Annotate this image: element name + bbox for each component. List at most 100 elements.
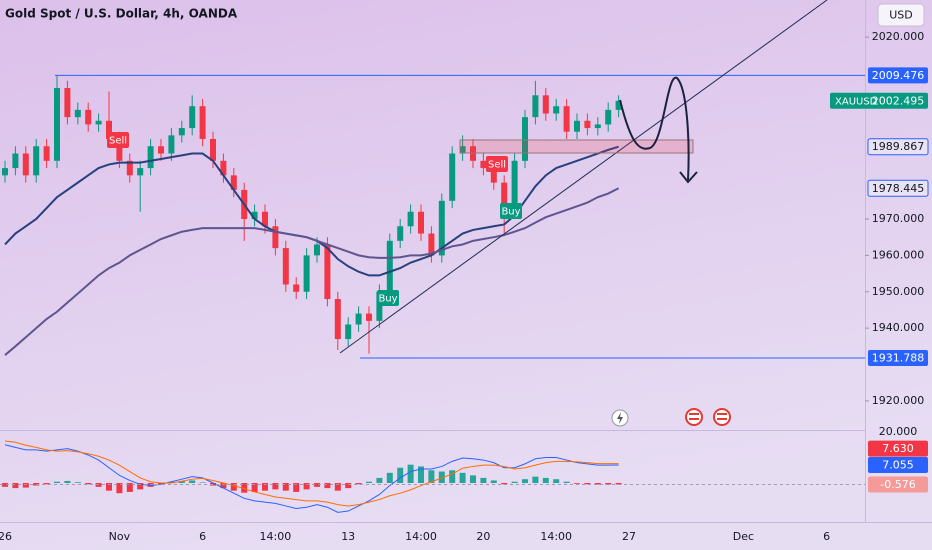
histogram-bar (178, 480, 185, 484)
chart-title: Gold Spot / U.S. Dollar, 4h, OANDA (5, 7, 238, 21)
x-tick-label: 20 (476, 530, 490, 543)
price-marker-label: 1931.788 (872, 352, 925, 365)
event-icons (611, 408, 731, 427)
candle-body (428, 233, 435, 256)
macd-pane (0, 440, 865, 513)
histogram-bar (584, 483, 591, 485)
candle-body (106, 120, 112, 139)
histogram-bar (532, 476, 539, 484)
histogram-bar (334, 483, 341, 491)
histogram-bar (563, 481, 570, 484)
histogram-bar (74, 482, 81, 484)
histogram-bar (116, 483, 123, 494)
histogram-bar (366, 481, 372, 484)
price-marker-box (868, 350, 928, 367)
candle-body (470, 146, 476, 161)
candle-body (418, 211, 424, 234)
candle-body (314, 244, 320, 256)
candle-body (54, 88, 60, 161)
histogram-bar (293, 483, 300, 492)
buy-box (377, 290, 399, 306)
histogram-bar (137, 483, 144, 490)
candle-body (376, 291, 383, 321)
histogram-bar (2, 483, 8, 487)
candle-body (397, 226, 404, 241)
candle-body (158, 146, 164, 154)
candle-body (43, 146, 50, 161)
histogram-bar (376, 477, 383, 484)
candle-body (438, 200, 445, 256)
buy-label: Buy (378, 294, 397, 305)
histogram-bar (241, 483, 248, 493)
candle-body (199, 106, 206, 139)
drawings (339, 0, 828, 354)
histogram-bar (615, 483, 622, 485)
y-tick-label: 2020.000 (872, 30, 925, 43)
histogram-bar (314, 483, 320, 487)
candle-body (2, 168, 8, 176)
histogram-bar (605, 483, 612, 485)
candle-body (501, 182, 508, 212)
y-tick-label: 1920.000 (872, 394, 925, 407)
histogram-bar (542, 477, 549, 484)
y-tick-label: 20.000 (879, 425, 918, 438)
histogram-bar (490, 480, 497, 484)
us-event-icon (713, 408, 731, 426)
price-marker-box (868, 457, 928, 474)
histogram-bar (397, 467, 404, 484)
candle-body (74, 109, 81, 118)
histogram-bar (251, 483, 258, 492)
candle-body (532, 95, 539, 118)
histogram-bar (199, 482, 206, 484)
candle-body (584, 120, 591, 129)
candle-body (210, 138, 216, 161)
candle-body (137, 168, 144, 176)
histogram-bar (522, 479, 528, 484)
candle-body (605, 109, 612, 125)
candle-body (95, 120, 102, 125)
y-tick-label: 1940.000 (872, 321, 925, 334)
candle-body (334, 299, 341, 340)
x-tick-label: 13 (341, 530, 355, 543)
histogram-bar (282, 483, 289, 491)
x-tick-label: Dec (733, 530, 754, 543)
candle-body (522, 117, 528, 161)
currency-button[interactable] (877, 3, 925, 27)
y-tick-label: 1970.000 (872, 212, 925, 225)
candle-body (262, 211, 268, 227)
histogram-bar (168, 481, 175, 484)
flag-stripe (717, 418, 727, 420)
price-marker-box (830, 92, 928, 109)
buy-box (500, 203, 522, 219)
candle-body (168, 135, 175, 154)
histogram-bar (262, 483, 268, 491)
macd-line (4, 440, 619, 507)
y-tick-label: 1950.000 (872, 285, 925, 298)
histogram-bar (106, 483, 112, 491)
candle-body (64, 88, 71, 118)
histogram-bar (386, 472, 393, 484)
price-marker-box (867, 179, 929, 197)
price-marker-box (867, 138, 929, 156)
histogram-bar (345, 483, 352, 489)
candle-body (116, 138, 123, 161)
sell-box (486, 156, 508, 172)
currency-label[interactable]: USD (889, 9, 913, 22)
sell-label: Sell (109, 136, 127, 147)
zone (459, 139, 694, 154)
price-marker-box (868, 476, 928, 493)
histogram-bar (220, 483, 227, 489)
candle-body (594, 124, 601, 129)
candle-body (22, 153, 29, 176)
histogram-bar (511, 481, 518, 484)
candle-body (12, 153, 19, 169)
candle-body (366, 313, 372, 321)
buy-label: Buy (501, 207, 520, 218)
histogram-bar (407, 464, 414, 484)
lightning (617, 412, 623, 424)
histogram-bar (428, 470, 435, 484)
candle-body (293, 284, 300, 292)
candle-body (355, 313, 362, 325)
x-tick-label: 6 (199, 530, 206, 543)
candle-body (386, 240, 393, 292)
